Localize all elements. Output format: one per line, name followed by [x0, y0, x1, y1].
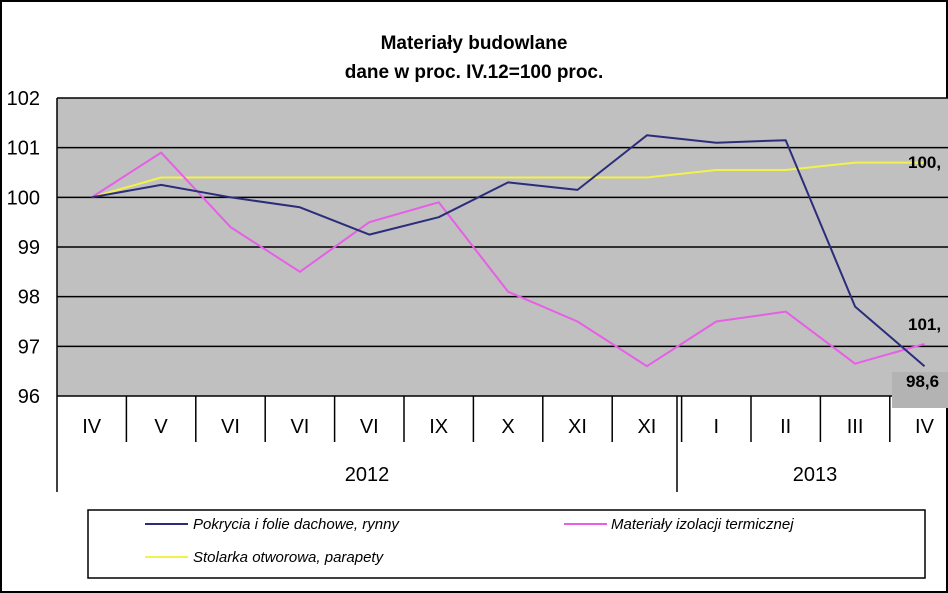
category-dividers: [125, 396, 891, 442]
gridlines: [57, 97, 948, 348]
y-tick-label: 98: [18, 287, 40, 309]
x-axis-tick-labels: IV V VI VI VI IX X XI XI I II III IV: [82, 416, 934, 438]
x-tick-label: X: [501, 416, 514, 438]
y-tick-label: 97: [18, 336, 40, 358]
x-tick-label: VI: [221, 416, 240, 438]
x-tick-label: I: [714, 416, 720, 438]
x-tick-label: II: [780, 416, 791, 438]
x-tick-label: IX: [429, 416, 448, 438]
x-tick-label: III: [847, 416, 864, 438]
x-tick-label: VI: [290, 416, 309, 438]
y-tick-label: 100: [7, 187, 40, 209]
end-label-stolarka: 100,: [908, 153, 941, 172]
legend-label-pokrycia: Pokrycia i folie dachowe, rynny: [193, 516, 400, 533]
series-lines: [91, 134, 926, 368]
y-tick-label: 99: [18, 237, 40, 259]
year-label-2013: 2013: [793, 464, 838, 486]
series-line-izolacja: [91, 151, 925, 368]
x-tick-label: IV: [915, 416, 935, 438]
x-tick-label: IV: [82, 416, 102, 438]
legend-box: [87, 509, 926, 579]
year-label-2012: 2012: [345, 464, 390, 486]
end-label-pokrycia-box: [892, 372, 948, 408]
chart-title: Materiały budowlane: [381, 33, 568, 54]
end-label-pokrycia: 98,6: [906, 372, 939, 391]
x-tick-label: XI: [568, 416, 587, 438]
legend-label-izolacja: Materiały izolacji termicznej: [611, 516, 794, 533]
series-line-pokrycia: [91, 134, 926, 367]
y-tick-label: 101: [7, 138, 40, 160]
y-axis-tick-labels: 102 101 100 99 98 97 96: [7, 88, 40, 408]
series-line-stolarka: [91, 161, 925, 199]
y-tick-label: 96: [18, 386, 40, 408]
chart-subtitle: dane w proc. IV.12=100 proc.: [345, 62, 604, 83]
x-tick-label: V: [154, 416, 168, 438]
x-tick-label: XI: [637, 416, 656, 438]
end-label-izolacja: 101,: [908, 315, 941, 334]
x-tick-label: VI: [360, 416, 379, 438]
legend-label-stolarka: Stolarka otworowa, parapety: [193, 549, 385, 566]
y-tick-label: 102: [7, 88, 40, 110]
